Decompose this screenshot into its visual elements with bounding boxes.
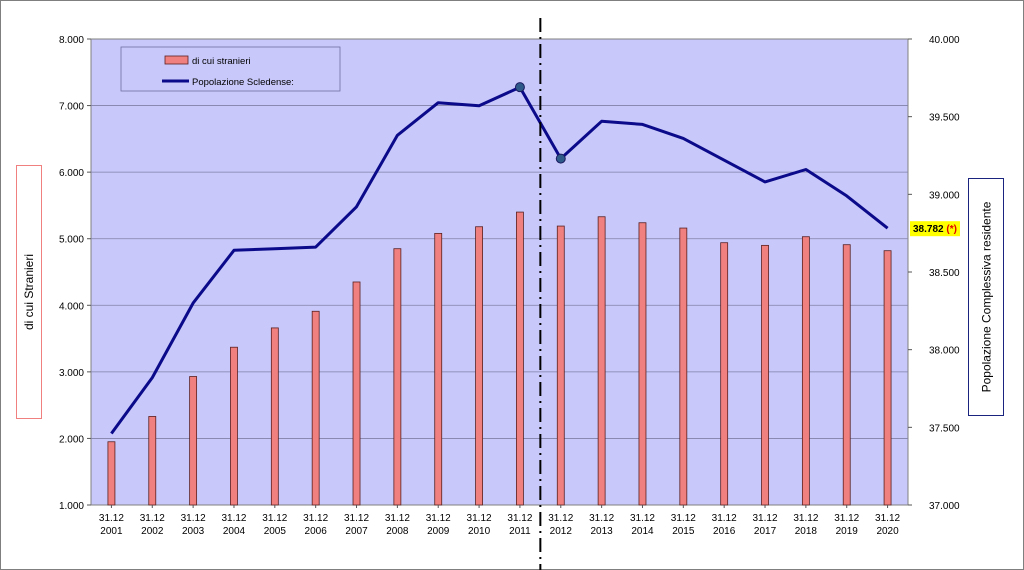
x-tick-label-day: 31.12 [262, 513, 287, 524]
x-tick-label-day: 31.12 [834, 513, 859, 524]
left-axis-label: di cui Stranieri [22, 253, 36, 331]
x-tick-label-day: 31.12 [385, 513, 410, 524]
bar [761, 244, 769, 506]
legend-bar-label: di cui stranieri [192, 56, 251, 67]
legend-bar-swatch [164, 55, 189, 65]
right-tick-label: 39.500 [929, 113, 960, 124]
x-tick-label-year: 2002 [141, 526, 164, 537]
right-axis-label-box: Popolazione Complessiva residente [968, 178, 1004, 416]
legend-line-label: Popolazione Scledense: [192, 77, 294, 88]
bar [720, 242, 729, 506]
x-tick-label-day: 31.12 [793, 513, 818, 524]
population-line [110, 85, 889, 435]
left-tick-label: 7.000 [59, 102, 84, 113]
x-tick-label-day: 31.12 [467, 513, 492, 524]
x-tick-label-year: 2020 [876, 526, 899, 537]
x-tick-label-day: 31.12 [426, 513, 451, 524]
x-tick-label-year: 2017 [754, 526, 777, 537]
x-tick-label-year: 2019 [836, 526, 859, 537]
left-tick-label: 8.000 [59, 35, 84, 46]
x-tick-label-year: 2001 [100, 526, 123, 537]
x-tick-label-day: 31.12 [671, 513, 696, 524]
bar [475, 226, 483, 506]
plot-area [90, 38, 909, 506]
x-tick-label-year: 2016 [713, 526, 736, 537]
bar [352, 281, 361, 506]
bar [270, 327, 279, 506]
right-tick-label: 37.000 [929, 501, 960, 512]
x-tick-label-year: 2004 [223, 526, 246, 537]
x-tick-label-year: 2008 [386, 526, 409, 537]
x-tick-label-day: 31.12 [875, 513, 900, 524]
left-tick-label: 2.000 [59, 434, 84, 445]
x-tick-label-day: 31.12 [140, 513, 165, 524]
x-tick-label-year: 2010 [468, 526, 491, 537]
x-tick-label-day: 31.12 [753, 513, 778, 524]
bar [556, 225, 565, 506]
left-axis-label-box: di cui Stranieri [16, 165, 42, 419]
left-tick-label: 1.000 [59, 501, 84, 512]
bar [393, 248, 402, 506]
x-tick-label-day: 31.12 [630, 513, 655, 524]
x-tick-label-year: 2015 [672, 526, 695, 537]
x-tick-label-day: 31.12 [303, 513, 328, 524]
x-tick-label-day: 31.12 [548, 513, 573, 524]
x-tick-label-year: 2006 [305, 526, 328, 537]
left-tick-label: 6.000 [59, 168, 84, 179]
bar [516, 211, 524, 506]
x-tick-label-year: 2013 [591, 526, 614, 537]
bar [842, 244, 851, 506]
x-tick-label-year: 2005 [264, 526, 287, 537]
right-axis-label: Popolazione Complessiva residente [979, 201, 993, 393]
x-tick-label-year: 2011 [509, 526, 531, 537]
x-tick-label-day: 31.12 [507, 513, 532, 524]
x-tick-label-day: 31.12 [589, 513, 614, 524]
bar [638, 222, 647, 506]
line-point-marker [555, 153, 566, 164]
x-tick-label-day: 31.12 [181, 513, 206, 524]
line-point-marker [514, 82, 525, 93]
x-tick-label-day: 31.12 [712, 513, 737, 524]
x-tick-label-day: 31.12 [99, 513, 124, 524]
bar [679, 227, 688, 506]
x-tick-label-year: 2014 [631, 526, 654, 537]
last-value-label: 38.782 (*) [913, 224, 957, 235]
right-tick-label: 40.000 [929, 35, 960, 46]
bar [883, 250, 892, 506]
bar [597, 216, 606, 506]
x-tick-label-year: 2009 [427, 526, 450, 537]
last-value-highlight [910, 221, 960, 237]
last-value-note: (*) [946, 224, 957, 235]
x-tick-label-day: 31.12 [344, 513, 369, 524]
bar [148, 416, 157, 506]
bar [434, 232, 443, 506]
bar [311, 310, 320, 506]
right-tick-label: 38.500 [929, 268, 960, 279]
left-tick-label: 3.000 [59, 368, 84, 379]
left-tick-label: 5.000 [59, 235, 84, 246]
right-tick-label: 39.000 [929, 190, 960, 201]
bar [801, 236, 810, 506]
x-tick-label-year: 2007 [345, 526, 368, 537]
last-value-number: 38.782 [913, 224, 946, 235]
x-tick-label-year: 2012 [550, 526, 573, 537]
x-tick-label-day: 31.12 [221, 513, 246, 524]
legend-box [120, 46, 341, 92]
bar [230, 346, 238, 506]
x-tick-label-year: 2003 [182, 526, 205, 537]
x-tick-label-year: 2018 [795, 526, 818, 537]
right-tick-label: 37.500 [929, 423, 960, 434]
bar [189, 376, 198, 506]
left-tick-label: 4.000 [59, 301, 84, 312]
bar [107, 441, 116, 506]
right-tick-label: 38.000 [929, 346, 960, 357]
